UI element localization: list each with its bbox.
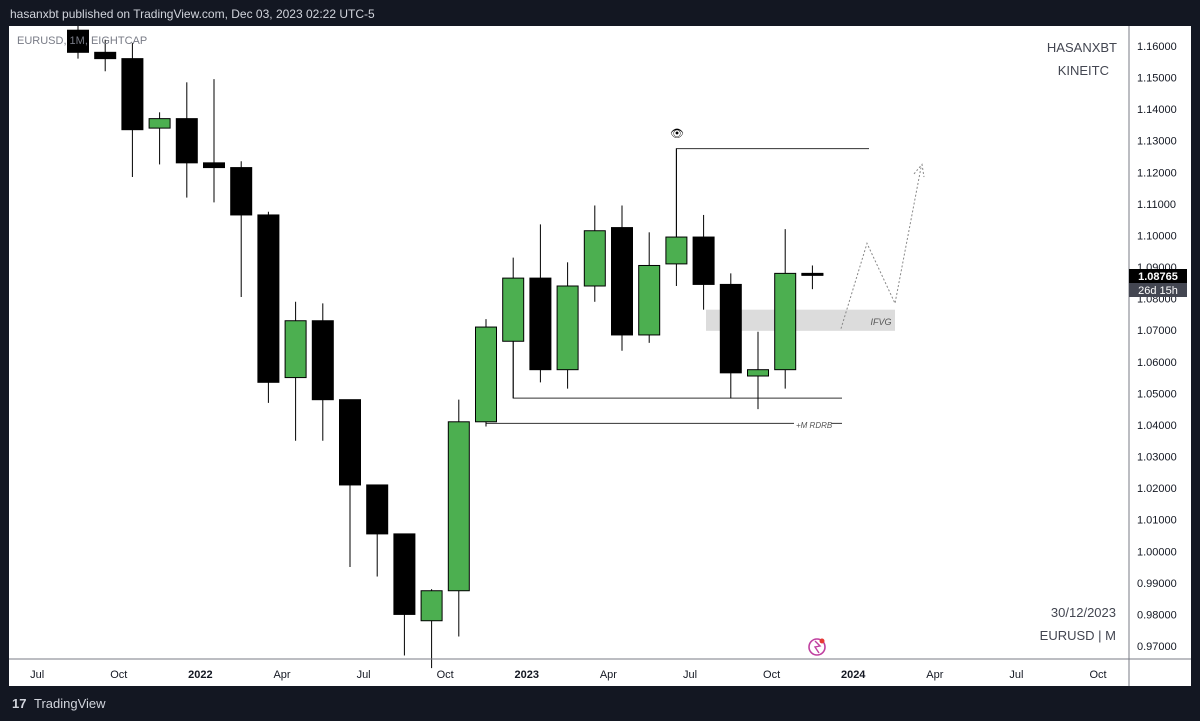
price-tick-label: 1.12000 [1137,167,1177,179]
price-tick-label: 1.13000 [1137,136,1177,148]
price-tick-label: 1.06000 [1137,357,1177,369]
time-tick-label: Jul [30,669,44,681]
time-tick-label: Apr [926,669,943,681]
price-tick-label: 1.02000 [1137,483,1177,495]
candle-body [366,484,389,535]
time-tick-label: Jul [683,669,697,681]
time-tick-label: Jul [357,669,371,681]
time-tick-label: 2024 [841,669,866,681]
price-tick-label: 1.05000 [1137,388,1177,400]
time-tick-label: 2022 [188,669,212,681]
candle-body [583,230,606,287]
bar-countdown: 26d 15h [1138,285,1178,297]
price-tick-label: 1.10000 [1137,230,1177,242]
candle-body [148,118,171,129]
candle-body [719,283,742,374]
ifvg-zone [706,309,895,331]
candle-body [393,533,416,615]
last-price: 1.08765 [1138,271,1178,283]
publish-header: hasanxbt published on TradingView.com, D… [10,7,375,21]
time-tick-label: Oct [763,669,780,681]
candle-body [311,320,334,401]
candle-body [502,277,525,342]
candle-body [121,58,144,131]
candle-body [556,285,579,371]
time-tick-label: Oct [437,669,454,681]
replay-icon[interactable] [808,638,826,656]
candle-body [747,369,769,377]
time-tick-label: Apr [600,669,617,681]
price-tick-label: 0.97000 [1137,641,1177,653]
ifvg-label: IFVG [870,317,891,327]
time-tick-label: 2023 [515,669,539,681]
candle-body [67,29,89,53]
tradingview-logo-icon: 17 [12,696,27,711]
price-tick-label: 1.04000 [1137,420,1177,432]
price-tick-label: 1.01000 [1137,515,1177,527]
watermark-date: 30/12/2023 [1051,605,1116,620]
candle-body [447,421,470,592]
candle-body [692,236,715,285]
candle-body [175,118,198,164]
chart-canvas[interactable]: EURUSD, 1M, EIGHTCAP HASANXBT KINEITC 30… [9,26,1191,686]
time-tick-label: Apr [273,669,290,681]
time-tick-label: Oct [1089,669,1106,681]
rdrb-label: +M RDRB [796,421,833,430]
candle-body [638,264,661,336]
price-tick-label: 0.99000 [1137,578,1177,590]
time-tick-label: Jul [1009,669,1023,681]
watermark-author: HASANXBT [1047,40,1117,55]
candle-body [284,320,307,379]
candle-body [230,167,253,216]
projection-arrowhead [913,163,925,178]
candle-body [529,277,552,371]
candle-body [94,51,117,60]
candle-body [203,162,225,169]
price-tick-label: 0.98000 [1137,609,1177,621]
high-line [675,148,869,238]
price-tick-label: 1.16000 [1137,41,1177,53]
candle-body [475,326,497,423]
candle-body [611,227,633,336]
price-tick-label: 1.11000 [1137,199,1176,211]
chart-area[interactable]: EURUSD, 1M, EIGHTCAP HASANXBT KINEITC 30… [9,26,1191,686]
candle-body [420,590,443,622]
footer-bar: 17 TradingView [0,686,1200,721]
price-tag: 1.08765 26d 15h [1129,269,1187,297]
symbol-label: EURUSD, 1M, EIGHTCAP [17,35,147,47]
price-tick-label: 1.03000 [1137,452,1177,464]
time-tick-label: Oct [110,669,127,681]
price-tick-label: 1.00000 [1137,546,1177,558]
eye-icon: 👁 [670,128,684,140]
candle-body [339,399,361,486]
price-tick-label: 1.07000 [1137,325,1177,337]
candle-body [774,272,797,371]
candle-body [665,236,688,265]
watermark-handle: KINEITC [1058,63,1109,78]
price-tick-label: 1.14000 [1137,104,1177,116]
tradingview-brand[interactable]: TradingView [34,696,106,711]
projection-path [840,167,922,329]
candle-body [257,214,280,383]
watermark-symbol: EURUSD | M [1040,628,1116,643]
price-tick-label: 1.15000 [1137,73,1177,85]
